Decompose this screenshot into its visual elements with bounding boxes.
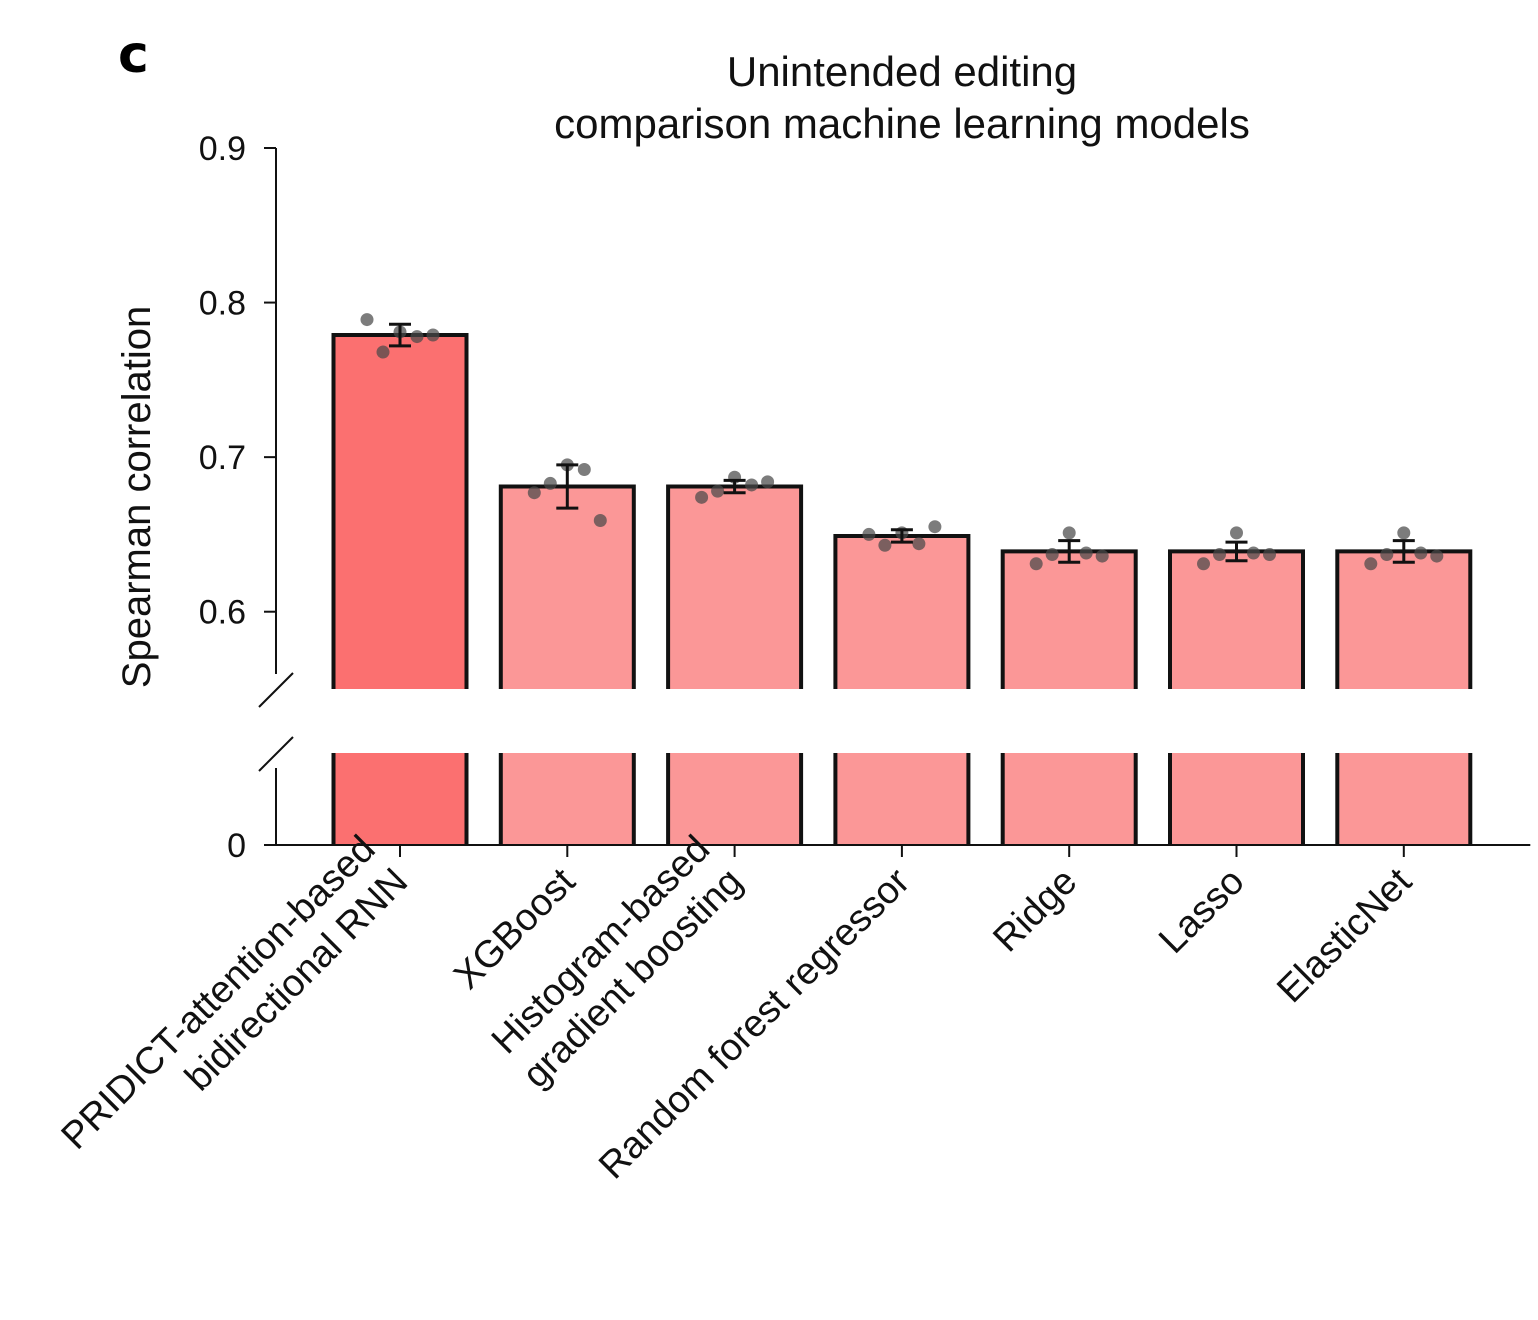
x-tick-label: Lasso	[1151, 860, 1252, 961]
x-tick-label: Ridge	[985, 860, 1085, 960]
bar-lower	[500, 753, 634, 845]
data-point	[1213, 548, 1226, 562]
bar-upper	[333, 335, 467, 689]
bar-upper	[1337, 551, 1471, 689]
data-point	[878, 538, 892, 552]
data-point	[695, 490, 709, 504]
data-point	[1247, 546, 1260, 560]
data-point	[360, 313, 374, 327]
data-point	[376, 345, 390, 359]
bar-lower	[1170, 753, 1303, 845]
bar-lower	[668, 753, 802, 845]
data-point	[1045, 548, 1059, 562]
bar-lower-outline	[498, 753, 636, 845]
chart-title-line-2: comparison machine learning models	[554, 100, 1250, 147]
data-point	[410, 330, 424, 344]
data-point	[593, 514, 607, 528]
data-point	[1380, 548, 1394, 562]
data-point	[862, 527, 876, 541]
bar-lower	[1337, 753, 1471, 845]
bar-upper	[668, 486, 802, 689]
y-tick-label: 0	[227, 827, 246, 865]
bar-lower-outline	[1335, 753, 1473, 845]
data-point	[577, 463, 591, 477]
data-point	[1230, 526, 1243, 540]
bar-lower	[1002, 753, 1136, 845]
data-point	[761, 475, 775, 489]
bar-upper	[1002, 551, 1136, 689]
y-tick-label: 0.8	[199, 285, 246, 323]
data-point	[1197, 557, 1210, 571]
chart-title-line-1: Unintended editing	[727, 48, 1077, 95]
data-point	[1397, 526, 1411, 540]
data-point	[1263, 548, 1276, 562]
axis-break-mark	[258, 672, 294, 708]
y-tick-label: 0.7	[199, 439, 246, 477]
data-point	[543, 476, 557, 490]
bar-lower-outline	[833, 753, 971, 845]
data-point	[1029, 557, 1043, 571]
bar-lower	[835, 753, 969, 845]
data-point	[928, 520, 942, 534]
bar-upper	[500, 486, 634, 689]
data-point	[1095, 549, 1109, 563]
bar-lower-outline	[666, 753, 804, 845]
bar-lower	[333, 753, 467, 845]
x-tick-label: ElasticNet	[1269, 860, 1420, 1011]
data-point	[1079, 546, 1093, 560]
x-tick-label: PRIDICT-attention-based	[54, 828, 384, 1158]
data-point	[745, 478, 759, 492]
bar-lower-outline	[1000, 753, 1138, 845]
panel-letter: c	[118, 25, 149, 85]
data-point	[1430, 549, 1444, 563]
bar-lower-outline	[1168, 753, 1305, 845]
bar-upper	[1170, 551, 1303, 689]
axis-break-mark	[258, 736, 294, 772]
y-tick-label: 0.6	[199, 594, 246, 632]
bar-lower-outline	[331, 753, 469, 845]
data-point	[527, 486, 541, 500]
data-point	[1414, 546, 1428, 560]
data-point	[426, 328, 440, 342]
data-point	[912, 537, 926, 551]
bar-upper	[835, 535, 969, 689]
data-point	[1364, 557, 1378, 571]
y-tick-label: 0.9	[199, 130, 246, 168]
data-point	[1062, 526, 1076, 540]
y-axis-label: Spearman correlation	[115, 306, 159, 688]
data-point	[711, 484, 725, 498]
plot-area: 0.90.80.70.60PRIDICT-attention-basedbidi…	[54, 130, 1531, 1187]
